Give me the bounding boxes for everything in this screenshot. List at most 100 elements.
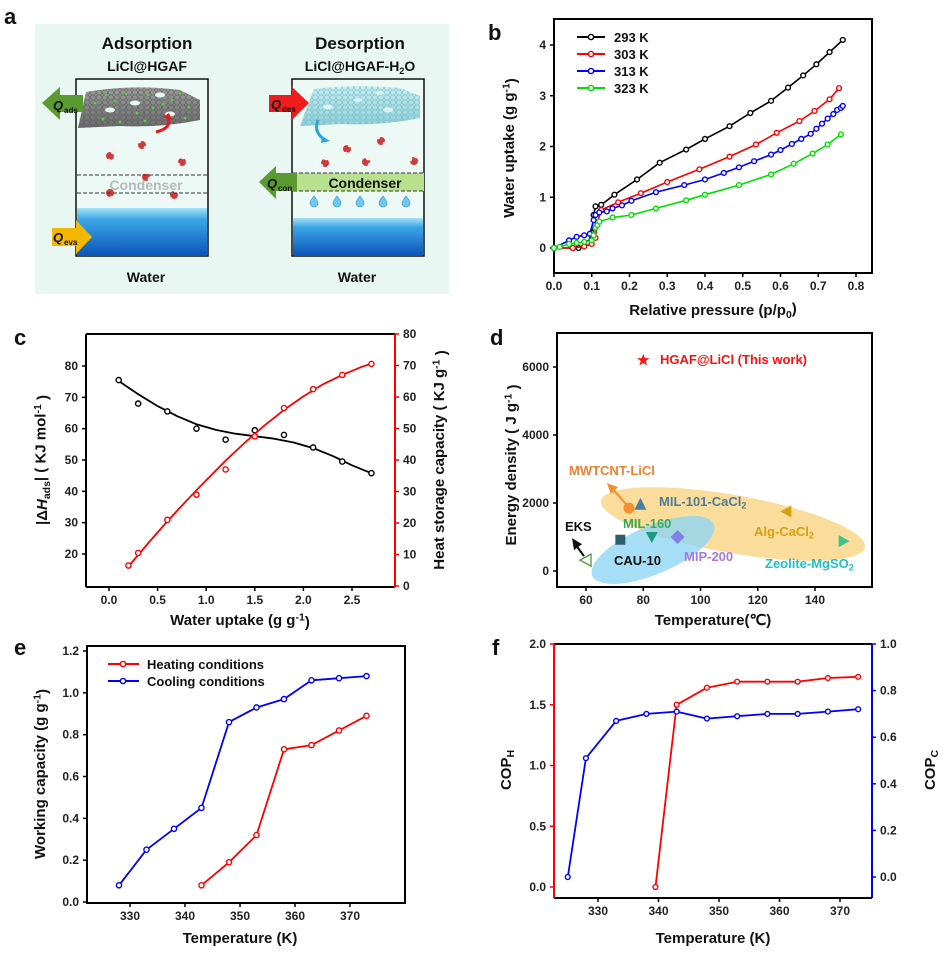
data-point	[824, 141, 831, 148]
data-point	[582, 755, 590, 762]
water-reservoir-right	[293, 218, 423, 255]
marker-mil-160	[645, 532, 658, 543]
condenser-label: Condenser	[328, 175, 402, 191]
data-point	[701, 135, 709, 142]
x-tick-label: 140	[805, 593, 825, 607]
y-tick-label: 2000	[522, 496, 549, 510]
graphene-sheet-hydrated	[300, 86, 420, 126]
y-left-axis-label: |ΔHads| ( KJ mol-1 )	[32, 395, 53, 525]
plot-frame	[86, 645, 406, 904]
y-right-tick-label: 1.0	[880, 637, 897, 651]
label-mil101: MIL-101-CaCl2	[659, 494, 746, 511]
panel-label-d: d	[490, 325, 503, 350]
data-point	[764, 710, 771, 718]
x-tick-label: 360	[769, 904, 789, 918]
data-point	[598, 201, 605, 208]
data-point	[222, 466, 229, 473]
svg-text:des: des	[282, 105, 296, 114]
data-point	[615, 199, 622, 206]
data-point	[643, 710, 650, 718]
data-point	[280, 746, 288, 753]
chart-f-cop: 330 340 350 360 370 0.0 0.5 1.0 1.5 2.0 0.0 0.2 0.4 0…	[498, 637, 941, 947]
y-right-tick-label: 80	[403, 327, 417, 341]
data-point	[628, 197, 635, 204]
qads-arrow-icon: Q ads	[42, 87, 83, 120]
x-tick-label: 0.2	[621, 279, 638, 293]
data-point	[703, 715, 711, 722]
x-tick-label: 0.4	[697, 279, 714, 293]
data-point	[363, 672, 370, 680]
panel-label-f: f	[492, 635, 500, 660]
label-cau10: CAU-10	[614, 553, 661, 568]
data-point	[573, 233, 580, 240]
x-tick-label: 0.8	[848, 279, 865, 293]
x-tick-label: 2.5	[344, 593, 361, 607]
y-tick-label: 0.5	[529, 819, 546, 833]
data-point	[308, 741, 315, 749]
data-point	[735, 181, 743, 189]
data-point	[767, 151, 775, 158]
svg-text:eva: eva	[64, 238, 78, 247]
x-tick-label: 60	[579, 593, 593, 607]
data-point	[368, 469, 375, 477]
series-line	[118, 675, 367, 886]
chart-c-enthalpy-heat-capacity: 0.0 0.5 1.0 1.5 2.0 2.5 20 30 40 50 60 70 80 0 10 20 30 4…	[32, 327, 450, 631]
y-tick-label: 0	[539, 241, 546, 255]
x-tick-label: 0.5	[734, 279, 751, 293]
fit-curve	[118, 380, 372, 475]
data-point	[611, 191, 618, 198]
data-point	[800, 72, 807, 79]
svg-text:Q: Q	[271, 97, 281, 112]
data-point	[818, 120, 826, 127]
chart-d-energy-density-comparison: 60 80 100 120 140 0 2000 4000 6000 HGAF@LiCl (Thi…	[502, 332, 873, 629]
data-point	[807, 130, 814, 137]
x-tick-label: 330	[120, 909, 140, 923]
legend-label: 323 K	[614, 81, 649, 96]
y-axis-label: Water uptake (g g-1)	[500, 78, 520, 218]
data-point	[750, 158, 758, 165]
y-left-axis-label: COPH	[498, 750, 517, 790]
chart-e-working-capacity: 330 340 350 360 370 0.0 0.2 0.4 0.6 0.8 1.0 1.2 Heat…	[31, 644, 406, 947]
x-tick-label: 350	[230, 909, 250, 923]
data-point	[798, 135, 805, 142]
y-right-tick-label: 0.8	[880, 684, 897, 698]
y-tick-label: 50	[65, 453, 79, 467]
data-point	[855, 706, 862, 713]
y-right-tick-label: 20	[403, 516, 417, 530]
y-tick-label: 0.0	[529, 880, 546, 894]
data-point	[170, 825, 178, 833]
panel-label-a: a	[4, 4, 17, 29]
x-tick-label: 330	[588, 904, 608, 918]
x-tick-label: 1.5	[246, 593, 263, 607]
label-eks: EKS	[565, 519, 592, 534]
x-tick-label: 120	[748, 593, 768, 607]
data-point	[796, 118, 803, 125]
data-point	[280, 695, 288, 703]
data-point	[335, 727, 343, 734]
data-point	[809, 150, 816, 157]
data-point	[225, 718, 233, 726]
y-tick-label: 70	[65, 390, 79, 404]
y-tick-label: 1.2	[62, 644, 79, 658]
data-point	[609, 214, 616, 221]
data-point	[824, 708, 832, 715]
legend-marker	[587, 84, 595, 92]
y-tick-label: 1.0	[529, 759, 546, 773]
panel-label-b: b	[488, 20, 501, 45]
y-right-tick-label: 0.2	[880, 823, 897, 837]
data-point	[767, 97, 775, 104]
x-tick-label: 340	[648, 904, 668, 918]
data-point	[673, 708, 680, 715]
marker-hgaf@licl	[637, 353, 650, 366]
data-point	[837, 131, 845, 138]
data-point	[309, 385, 317, 393]
x-tick-label: 0.7	[810, 279, 827, 293]
x-tick-label: 0.0	[546, 279, 563, 293]
water-label-right: Water	[338, 269, 377, 285]
data-point	[613, 717, 620, 724]
condensate-droplets-icon	[309, 195, 411, 208]
adsorption-arrow-icon	[155, 117, 171, 134]
y-tick-label: 2.0	[529, 637, 546, 651]
x-tick-label: 0.1	[583, 279, 600, 293]
legend-label: Cooling conditions	[147, 674, 265, 689]
